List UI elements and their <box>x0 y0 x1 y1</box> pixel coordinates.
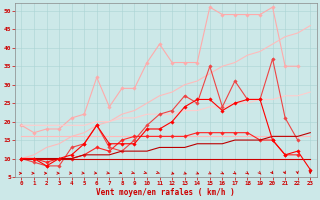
X-axis label: Vent moyen/en rafales ( km/h ): Vent moyen/en rafales ( km/h ) <box>96 188 235 197</box>
